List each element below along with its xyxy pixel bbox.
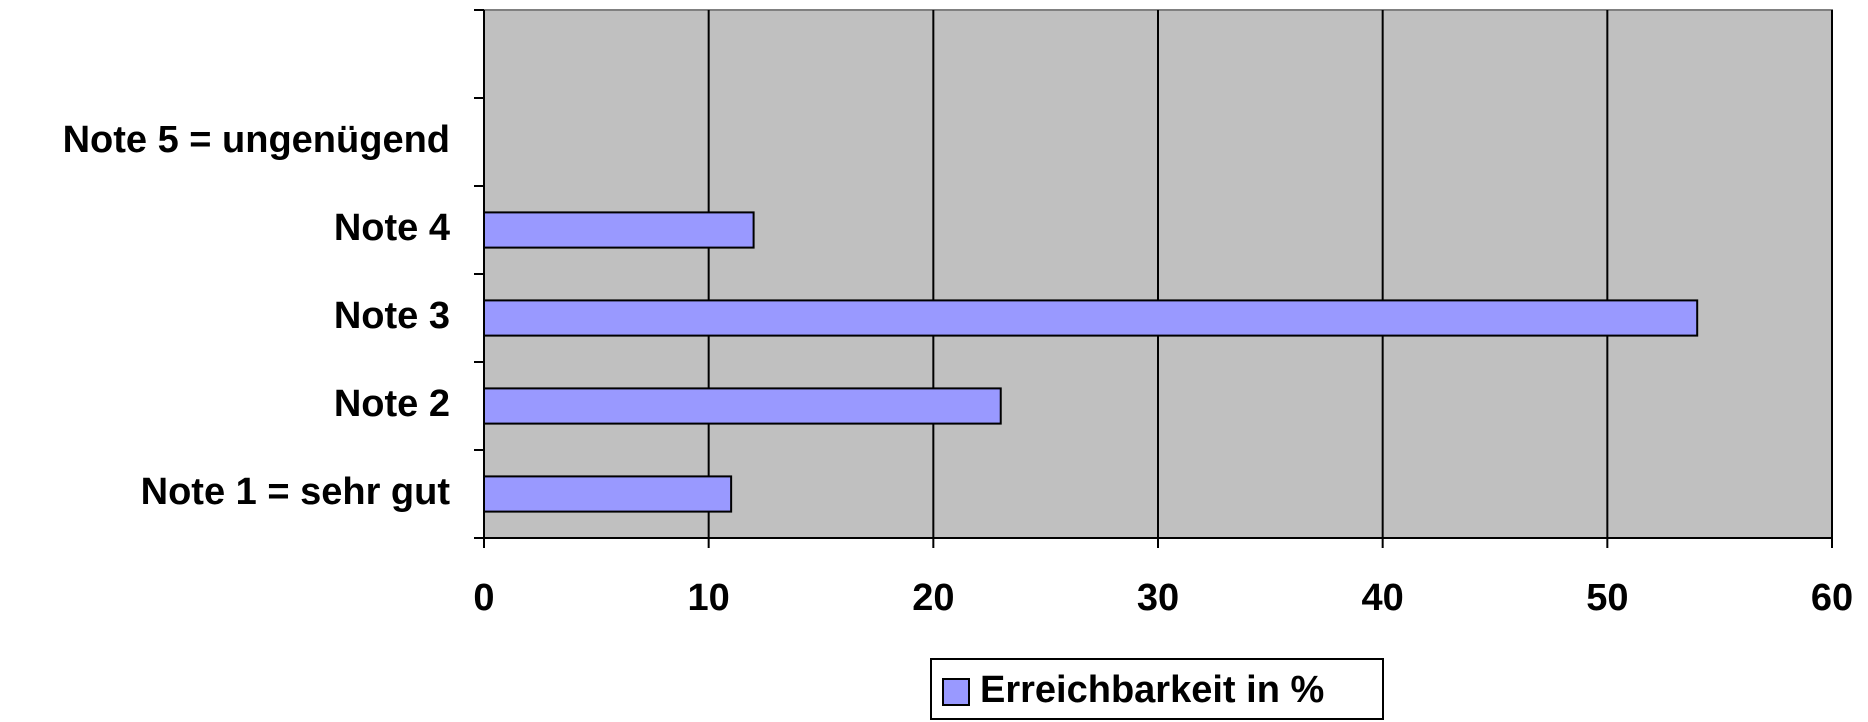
- x-tick-label: 10: [688, 577, 730, 619]
- x-tick-label: 30: [1137, 577, 1179, 619]
- bar: [483, 211, 755, 249]
- legend-box: [930, 658, 1384, 720]
- x-tick-label: 50: [1586, 577, 1628, 619]
- legend-swatch: [942, 678, 970, 706]
- y-tick-label: Note 3: [334, 295, 450, 337]
- x-tick-label: 60: [1811, 577, 1853, 619]
- x-tick-label: 40: [1362, 577, 1404, 619]
- y-tick-label: Note 5 = ungenügend: [63, 119, 450, 161]
- x-tick-label: 20: [912, 577, 954, 619]
- y-tick-label: Note 2: [334, 383, 450, 425]
- bar: [483, 387, 1002, 425]
- x-tick-label: 0: [473, 577, 494, 619]
- bar: [483, 475, 733, 513]
- y-tick-label: Note 1 = sehr gut: [141, 471, 451, 513]
- legend-label: Erreichbarkeit in %: [980, 669, 1324, 711]
- bar: [483, 299, 1699, 337]
- y-tick-label: Note 4: [334, 207, 450, 249]
